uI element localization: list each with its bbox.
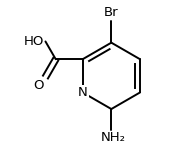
Text: HO: HO (24, 35, 44, 48)
Text: N: N (78, 86, 87, 99)
Text: O: O (33, 79, 44, 92)
Text: NH₂: NH₂ (100, 131, 125, 144)
Text: Br: Br (104, 6, 119, 19)
